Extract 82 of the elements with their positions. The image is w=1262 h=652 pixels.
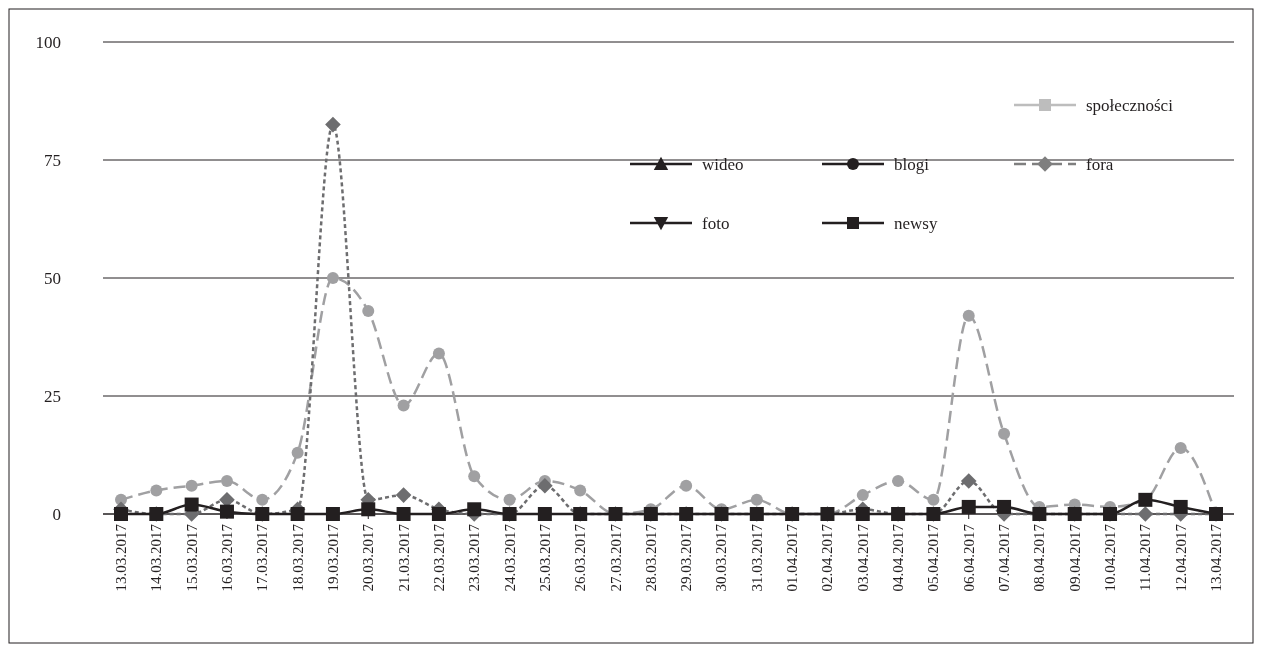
x-tick-label: 02.04.2017 — [819, 523, 836, 592]
point — [960, 473, 977, 489]
point — [114, 507, 128, 521]
y-tick-label: 0 — [52, 504, 61, 524]
point — [256, 493, 269, 506]
x-tick-label: 20.03.2017 — [360, 523, 377, 592]
point — [219, 504, 234, 519]
point — [574, 484, 587, 497]
point — [467, 502, 482, 517]
x-tick-label: 08.04.2017 — [1031, 523, 1048, 592]
point — [290, 507, 305, 521]
point — [750, 493, 763, 506]
x-tick-label: 04.04.2017 — [890, 523, 907, 592]
x-tick-label: 10.04.2017 — [1102, 523, 1119, 592]
y-tick-label: 25 — [44, 386, 61, 406]
point — [395, 487, 412, 503]
x-tick-label: 27.03.2017 — [607, 523, 624, 592]
point — [185, 479, 198, 492]
x-tick-label: 18.03.2017 — [289, 523, 306, 592]
x-tick-label: 29.03.2017 — [678, 523, 695, 592]
point — [856, 489, 869, 502]
x-tick-label: 16.03.2017 — [218, 523, 235, 592]
point — [998, 427, 1011, 440]
point — [397, 399, 410, 412]
legend-label: wideo — [702, 154, 744, 174]
legend-label: fora — [1086, 154, 1114, 174]
point — [1174, 441, 1187, 454]
x-tick-label: 24.03.2017 — [501, 523, 518, 592]
point — [396, 507, 411, 521]
point — [997, 499, 1012, 514]
legend-label: newsy — [894, 213, 938, 233]
x-tick-label: 30.03.2017 — [713, 523, 730, 592]
point — [361, 502, 376, 517]
x-tick-label: 11.04.2017 — [1137, 523, 1154, 591]
x-tick-label: 26.03.2017 — [572, 523, 589, 592]
legend-label: blogi — [894, 154, 930, 174]
point — [503, 493, 516, 506]
point — [326, 272, 339, 284]
point — [150, 484, 163, 497]
point — [927, 493, 940, 506]
point — [325, 116, 341, 133]
legend-label: foto — [702, 213, 730, 233]
point — [537, 477, 553, 494]
point — [432, 347, 445, 360]
point — [962, 309, 975, 322]
point — [1137, 506, 1154, 522]
x-tick-label: 06.04.2017 — [960, 523, 977, 592]
x-tick-label: 22.03.2017 — [430, 523, 447, 592]
x-tick-label: 31.03.2017 — [748, 523, 765, 592]
point — [291, 446, 304, 459]
x-tick-label: 21.03.2017 — [395, 523, 412, 592]
point — [362, 305, 375, 318]
point — [680, 479, 693, 492]
point — [537, 507, 552, 521]
x-tick-label: 17.03.2017 — [254, 523, 271, 592]
x-tick-label: 28.03.2017 — [642, 523, 659, 592]
y-tick-label: 100 — [35, 32, 61, 52]
point — [325, 507, 340, 521]
x-tick-label: 07.04.2017 — [996, 523, 1013, 592]
x-tick-label: 13.04.2017 — [1208, 523, 1224, 592]
point — [184, 497, 199, 512]
x-tick-label: 12.04.2017 — [1172, 523, 1189, 592]
point — [1173, 499, 1188, 514]
x-tick-label: 13.03.2017 — [113, 523, 129, 592]
point — [468, 470, 481, 483]
x-tick-label: 09.04.2017 — [1066, 523, 1083, 592]
y-tick-label: 50 — [44, 268, 61, 288]
x-tick-label: 25.03.2017 — [536, 523, 553, 592]
x-tick-label: 01.04.2017 — [784, 523, 801, 592]
x-tick-label: 14.03.2017 — [148, 523, 165, 592]
x-tick-label: 05.04.2017 — [925, 523, 942, 592]
y-tick-label: 75 — [44, 150, 61, 170]
x-tick-label: 15.03.2017 — [183, 523, 200, 592]
point — [220, 474, 233, 487]
point — [855, 507, 870, 521]
point — [431, 507, 446, 521]
point — [892, 474, 905, 487]
x-tick-label: 23.03.2017 — [466, 523, 483, 592]
x-tick-label: 03.04.2017 — [854, 523, 871, 592]
x-tick-label: 19.03.2017 — [324, 523, 341, 592]
legend-label: społeczności — [1086, 95, 1174, 115]
point — [961, 499, 976, 514]
